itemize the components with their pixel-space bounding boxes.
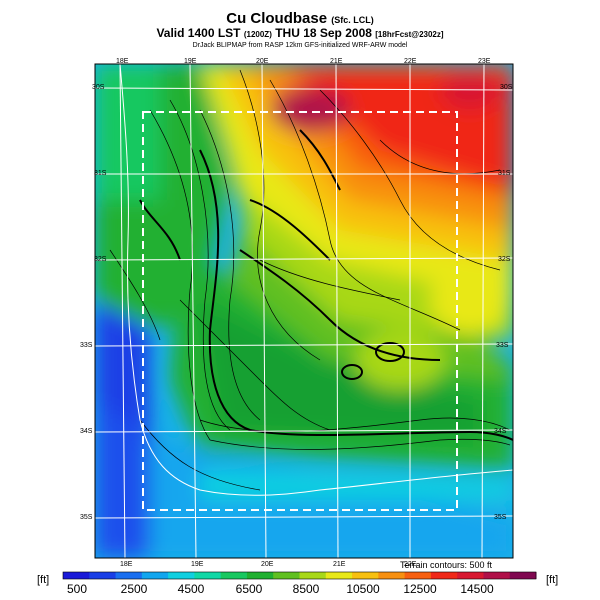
lat-label-left: 35S (80, 514, 93, 521)
colorbar-swatch (246, 572, 274, 579)
colorbar-swatch (457, 572, 484, 579)
lon-label-top: 19E (184, 58, 197, 65)
colorbar-swatch (430, 572, 458, 579)
lat-label-right: 30S (500, 84, 513, 91)
lon-label-top: 23E (478, 58, 491, 65)
graticule (95, 64, 513, 558)
valid-date: THU 18 Sep 2008 (275, 26, 372, 40)
lon-label-top: 21E (330, 58, 343, 65)
colorbar-swatch (299, 572, 327, 579)
colorbar-tick-label: 12500 (403, 582, 437, 596)
colorbar-tick-label: 6500 (235, 582, 263, 596)
inner-domain-box (142, 111, 458, 511)
lon-label-bottom: 22E (404, 561, 417, 568)
colorbar-unit-right: [ft] (546, 574, 559, 586)
lon-label-top: 18E (116, 58, 129, 65)
title-main-text: Cu Cloudbase (226, 10, 328, 27)
lon-label-bottom: 21E (333, 561, 346, 568)
valid-time-text: Valid 1400 LST (156, 26, 241, 40)
colorbar-swatch (404, 572, 432, 579)
colorbar-swatch (220, 572, 248, 579)
colorbar-swatch (325, 572, 353, 579)
colorbar-swatch (141, 572, 169, 579)
map-title: Cu Cloudbase (Sfc. LCL) (0, 10, 600, 27)
lon-label-bottom: 18E (120, 561, 133, 568)
lon-label-bottom: 20E (261, 561, 274, 568)
colorbar-swatch (378, 572, 406, 579)
colorbar-swatch (483, 572, 511, 579)
forecast-info: [18hrFcst@2302z] (375, 30, 444, 39)
colorbar-swatch (89, 572, 117, 579)
lat-label-left: 30S (92, 84, 105, 91)
lon-label-top: 20E (256, 58, 269, 65)
lat-label-left: 32S (94, 256, 107, 263)
colorbar-frame (62, 571, 537, 580)
valid-zulu: (1200Z) (243, 30, 272, 39)
colorbar-tick-label: 4500 (177, 582, 205, 596)
colorbar-swatch (352, 572, 379, 579)
colorbar (62, 571, 537, 580)
lat-label-right: 34S (494, 428, 507, 435)
lat-label-left: 34S (80, 428, 93, 435)
colorbar-swatch (273, 572, 300, 579)
map-frame (94, 63, 514, 559)
lat-label-left: 33S (80, 342, 93, 349)
colorbar-tick-label: 500 (66, 582, 88, 596)
colorbar-tick-label: 10500 (346, 582, 380, 596)
lat-label-left: 31S (94, 170, 107, 177)
cloudbase-field (95, 64, 513, 558)
lat-label-right: 31S (498, 170, 511, 177)
lat-label-right: 33S (496, 342, 509, 349)
colorbar-swatch (168, 572, 195, 579)
lat-label-right: 35S (494, 514, 507, 521)
colorbar-swatch (194, 572, 222, 579)
colorbar-tick-label: 8500 (292, 582, 320, 596)
lat-label-right: 32S (498, 256, 511, 263)
lon-label-top: 22E (404, 58, 417, 65)
colorbar-swatch (63, 572, 90, 579)
title-main-sub: (Sfc. LCL) (331, 15, 374, 25)
valid-time: Valid 1400 LST (1200Z) THU 18 Sep 2008 [… (0, 26, 600, 40)
colorbar-unit-left: [ft] (37, 574, 50, 586)
colorbar-swatch (509, 572, 537, 579)
colorbar-swatch (115, 572, 143, 579)
colorbar-tick-label: 2500 (120, 582, 148, 596)
lon-label-bottom: 19E (191, 561, 204, 568)
model-info: DrJack BLIPMAP from RASP 12km GFS-initia… (192, 42, 408, 49)
terrain-contour-note: Terrain contours: 500 ft (400, 560, 493, 570)
coastline (119, 64, 513, 496)
colorbar-tick-label: 14500 (460, 582, 494, 596)
